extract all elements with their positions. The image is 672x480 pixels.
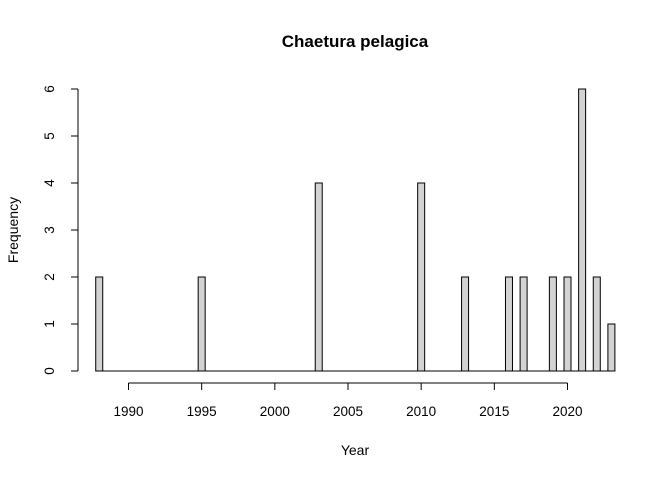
bar-2022 bbox=[592, 276, 601, 372]
x-tick-label-2015: 2015 bbox=[479, 404, 509, 419]
bar-2020 bbox=[563, 276, 572, 372]
x-tick-label-1990: 1990 bbox=[113, 404, 143, 419]
bars-group bbox=[95, 88, 616, 372]
bar-2019 bbox=[548, 276, 557, 372]
x-tick-label-1995: 1995 bbox=[187, 404, 217, 419]
y-axis: 0 1 2 3 4 5 6 bbox=[42, 85, 79, 375]
bar-2016 bbox=[504, 276, 513, 372]
bar-1988 bbox=[95, 276, 104, 372]
y-axis-label: Frequency bbox=[5, 197, 21, 263]
bar-2010 bbox=[417, 182, 426, 372]
y-tick-label-6: 6 bbox=[42, 85, 57, 93]
x-tick-label-2000: 2000 bbox=[260, 404, 290, 419]
y-tick-label-4: 4 bbox=[42, 179, 57, 187]
y-tick-label-0: 0 bbox=[42, 367, 57, 375]
x-axis: 1990 1995 2000 2005 2010 2015 2020 bbox=[113, 382, 583, 419]
bar-2013 bbox=[461, 276, 470, 372]
x-tick-label-2010: 2010 bbox=[406, 404, 436, 419]
bar-2023 bbox=[607, 323, 616, 372]
chart-title: Chaetura pelagica bbox=[282, 32, 429, 51]
bar-2021 bbox=[578, 88, 587, 372]
bar-1995 bbox=[197, 276, 206, 372]
x-axis-label: Year bbox=[341, 442, 370, 458]
y-tick-label-2: 2 bbox=[42, 273, 57, 281]
y-tick-label-1: 1 bbox=[42, 320, 57, 328]
x-tick-label-2020: 2020 bbox=[552, 404, 582, 419]
y-tick-label-3: 3 bbox=[42, 226, 57, 234]
bar-2017 bbox=[519, 276, 528, 372]
y-tick-label-5: 5 bbox=[42, 132, 57, 140]
x-tick-label-2005: 2005 bbox=[333, 404, 363, 419]
bar-2003 bbox=[314, 182, 323, 372]
